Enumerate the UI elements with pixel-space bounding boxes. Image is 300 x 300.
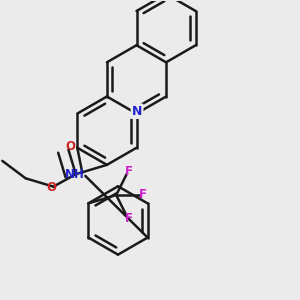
- Text: O: O: [65, 140, 75, 153]
- Text: F: F: [139, 188, 147, 201]
- Text: F: F: [124, 212, 132, 225]
- Text: N: N: [132, 105, 142, 118]
- Text: O: O: [46, 181, 56, 194]
- Text: F: F: [124, 165, 132, 178]
- Text: NH: NH: [65, 168, 85, 181]
- Text: N: N: [132, 105, 142, 118]
